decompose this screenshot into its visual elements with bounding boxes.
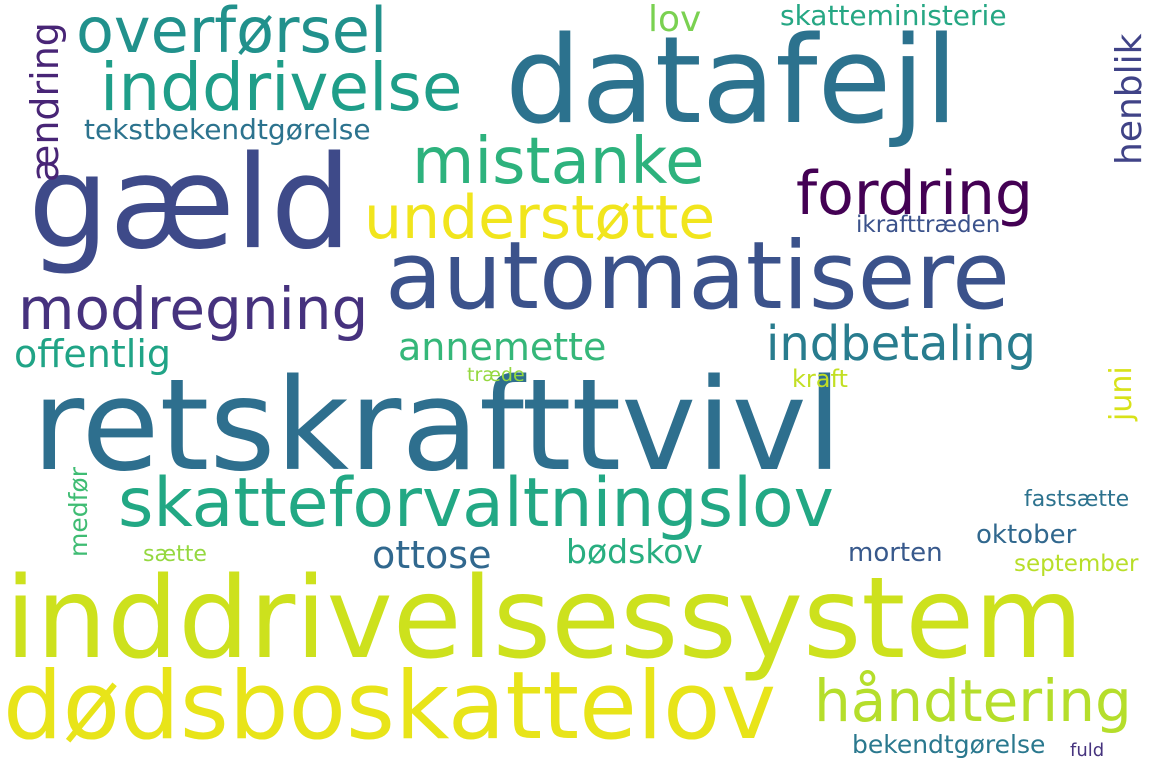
word-skatteforvaltningslov: skatteforvaltningslov (118, 464, 834, 543)
word-kraft: kraft (792, 365, 848, 393)
word-henblik: henblik (1109, 33, 1150, 165)
word-tekstbekendtgorelse: tekstbekendtgørelse (84, 113, 371, 146)
word-gaeld: gæld (28, 129, 352, 278)
word-juni: juni (1104, 366, 1139, 421)
word-morten: morten (848, 538, 943, 568)
word-bodskov: bødskov (566, 532, 703, 571)
word-modregning: modregning (18, 275, 369, 343)
word-mistanke: mistanke (412, 125, 705, 199)
word-inddrivelsessystem: inddrivelsessystem (5, 554, 1084, 684)
word-datafejl: datafejl (505, 12, 959, 151)
word-medfor: medfør (64, 467, 93, 557)
word-offentlig: offentlig (14, 332, 172, 376)
word-dodsboskattelov: dødsboskattelov (3, 652, 777, 761)
word-oktober: oktober (976, 520, 1077, 550)
word-saette: sætte (143, 542, 207, 567)
word-overforsel: overførsel (76, 0, 388, 67)
word-skatteministerie: skatteministerie (780, 0, 1007, 32)
word-fuld: fuld (1070, 740, 1105, 761)
word-andring: ændring (23, 22, 67, 182)
word-inddrivelse: inddrivelse (100, 49, 463, 126)
word-automatisere: automatisere (385, 222, 1010, 331)
word-indbetaling: indbetaling (766, 316, 1037, 372)
word-fastsaette: fastsætte (1024, 487, 1130, 512)
word-annemette: annemette (398, 325, 607, 369)
word-understotte: understøtte (364, 183, 716, 253)
word-lov: lov (648, 0, 702, 40)
word-handtering: håndtering (814, 667, 1132, 735)
word-bekendtgorelse: bekendtgørelse (852, 730, 1046, 759)
word-fordring: fordring (796, 159, 1033, 229)
word-ottose: ottose (372, 533, 492, 577)
word-ikrafttraeden: ikrafttræden (856, 212, 1001, 238)
word-september: september (1014, 551, 1139, 577)
word-traede: træde (467, 364, 525, 386)
word-retskrafttvivl: retskrafttvivl (32, 351, 843, 499)
